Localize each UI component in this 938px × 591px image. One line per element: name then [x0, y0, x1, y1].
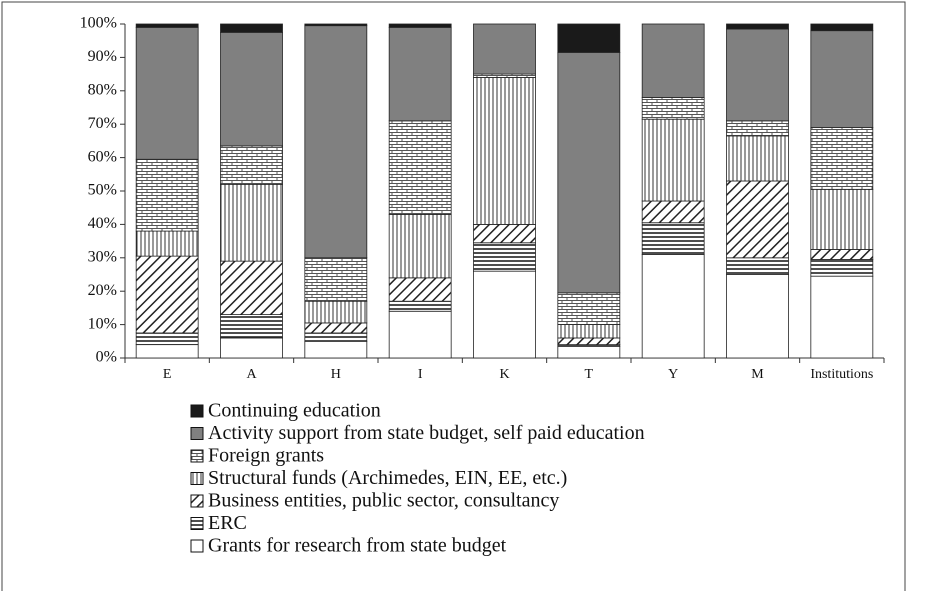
bar-segment — [557, 324, 621, 339]
bar-segment — [810, 249, 874, 260]
bar-segment — [388, 26, 452, 122]
legend-swatch — [190, 494, 204, 508]
bar-segment — [135, 230, 199, 257]
bar-segment — [304, 23, 368, 27]
bar-segment — [135, 26, 199, 160]
bar-segment — [473, 73, 536, 78]
bar-segment — [220, 23, 283, 33]
bar-segment — [135, 255, 199, 334]
y-tick-label: 80% — [88, 81, 117, 98]
bar-segment — [135, 332, 199, 346]
bar-segment — [473, 270, 536, 359]
bar-segment — [304, 257, 368, 302]
legend-swatch — [190, 517, 204, 530]
bar-segment — [641, 254, 705, 359]
y-tick-label: 40% — [88, 215, 117, 232]
bar-segment — [388, 213, 452, 279]
legend-label: Activity support from state budget, self… — [208, 422, 645, 444]
bar-segment — [473, 77, 536, 225]
bar-segment — [810, 259, 874, 277]
bar-segment — [388, 310, 452, 359]
x-tick-label: H — [331, 367, 341, 382]
legend-label: Structural funds (Archimedes, EIN, EE, e… — [208, 467, 567, 489]
bar-segment — [304, 25, 368, 259]
bar-segment — [641, 23, 705, 98]
x-tick-label: Institutions — [810, 367, 873, 382]
legend-label: Continuing education — [208, 400, 381, 422]
y-tick-label: 100% — [80, 15, 117, 32]
y-tick-label: 90% — [88, 48, 117, 65]
bar-segment — [810, 188, 874, 250]
bar-segment — [641, 118, 705, 202]
legend-swatch — [190, 539, 204, 553]
bar-segment — [641, 97, 705, 120]
bar-segment — [557, 345, 621, 359]
bar-segment — [557, 51, 621, 294]
legend-swatch — [190, 472, 204, 485]
y-tick-label: 50% — [88, 182, 117, 199]
bar-segment — [220, 31, 283, 147]
y-tick-label: 20% — [88, 282, 117, 299]
x-tick-label: A — [246, 367, 257, 382]
bar-segment — [557, 23, 621, 53]
bar-segment — [726, 28, 789, 122]
bar-segment — [304, 340, 368, 359]
y-tick-label: 60% — [88, 148, 117, 165]
frame — [1, 1, 906, 591]
legend-label: ERC — [208, 512, 247, 534]
bar-segment — [557, 337, 621, 346]
y-tick-label: 0% — [96, 349, 117, 366]
bar-segment — [473, 23, 536, 75]
bar-segment — [135, 344, 199, 359]
y-tick-label: 70% — [88, 115, 117, 132]
bar-segment — [726, 274, 789, 359]
bar-segment — [388, 277, 452, 302]
bar-segment — [726, 120, 789, 137]
bar-segment — [810, 23, 874, 32]
bar-segment — [220, 260, 283, 315]
bar-segment — [726, 23, 789, 30]
y-tick-label: 10% — [88, 315, 117, 332]
y-tick-label: 30% — [88, 248, 117, 265]
legend-swatch — [190, 427, 204, 440]
x-tick-label: M — [751, 367, 764, 382]
bar-segment — [810, 275, 874, 359]
bar-segment — [220, 314, 283, 339]
x-tick-label: Y — [668, 367, 678, 382]
bar-segment — [220, 183, 283, 262]
bar-segment — [388, 300, 452, 312]
bar-segment — [726, 257, 789, 275]
x-tick-label: E — [163, 367, 172, 382]
x-tick-label: K — [499, 367, 509, 382]
legend-swatch — [190, 404, 204, 418]
bar-segment — [726, 135, 789, 182]
bar-segment — [726, 180, 789, 259]
bar-segment — [388, 23, 452, 28]
bar-segment — [304, 322, 368, 334]
bar-segment — [220, 337, 283, 359]
legend-label: Foreign grants — [208, 445, 324, 467]
bar-segment — [641, 222, 705, 255]
bar-segment — [810, 127, 874, 190]
bar-segment — [557, 292, 621, 325]
bar-segment — [641, 200, 705, 224]
x-tick-label: T — [585, 367, 594, 382]
bar-segment — [135, 23, 199, 28]
legend-label: Business entities, public sector, consul… — [208, 490, 559, 512]
bar-segment — [135, 158, 199, 232]
x-tick-label: I — [418, 367, 423, 382]
bar-segment — [810, 30, 874, 128]
legend-label: Grants for research from state budget — [208, 535, 507, 557]
bar-segment — [304, 332, 368, 342]
bar-segment — [473, 223, 536, 244]
bar-segment — [388, 120, 452, 215]
bar-segment — [473, 242, 536, 272]
legend-swatch — [190, 449, 204, 463]
bar-segment — [304, 300, 368, 324]
bar-segment — [220, 145, 283, 185]
